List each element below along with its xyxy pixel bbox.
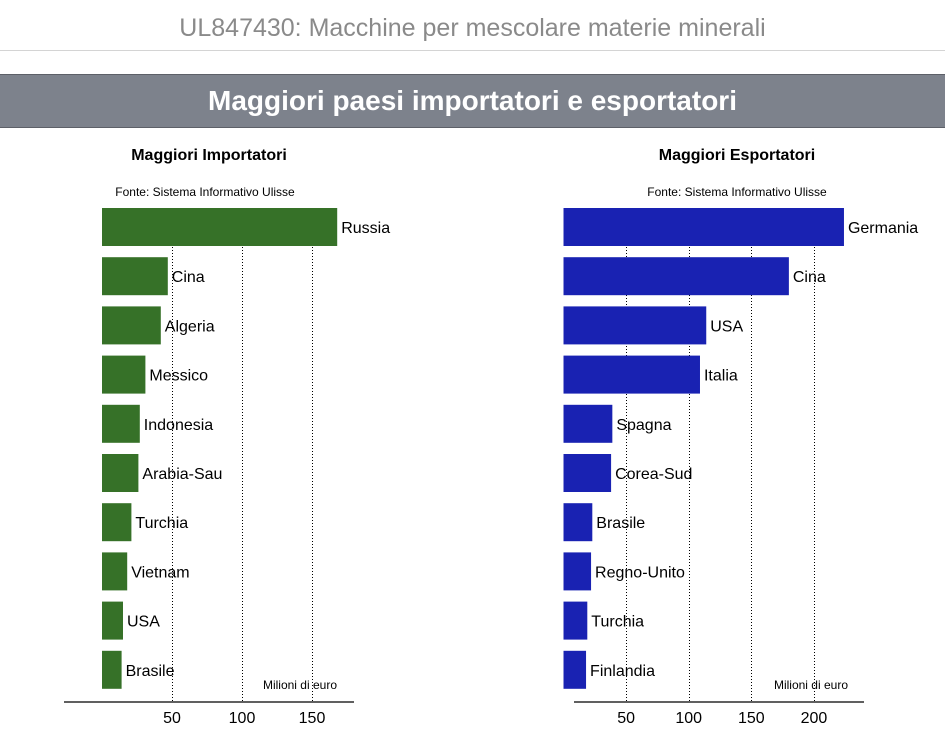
importers-bar <box>102 306 161 345</box>
importers-bar-label: Messico <box>149 368 208 385</box>
importers-bar <box>102 552 128 591</box>
importers-gridlines <box>172 208 313 701</box>
exporters-bar <box>563 257 789 296</box>
exporters-bar-label: Finlandia <box>590 663 655 680</box>
exporters-bar <box>563 601 588 640</box>
exporters-chart: Maggiori Esportatori Fonte: Sistema Info… <box>563 147 918 727</box>
exporters-bar <box>563 454 612 492</box>
importers-bar <box>102 404 140 443</box>
exporters-bar <box>563 355 700 394</box>
importers-tick-label: 150 <box>299 710 326 727</box>
exporters-bars <box>563 208 844 689</box>
importers-bar-label: Cina <box>172 269 205 286</box>
importers-chart-unit: Milioni di euro <box>263 678 337 692</box>
exporters-bar-label: Germania <box>848 220 918 237</box>
importers-bars <box>102 208 338 689</box>
exporters-bar-label: Spagna <box>616 417 671 434</box>
exporters-bar <box>563 208 844 246</box>
exporters-bar-label: Cina <box>793 269 826 286</box>
importers-bar <box>102 355 146 394</box>
exporters-bar-label: Regno-Unito <box>595 564 685 581</box>
section-banner: Maggiori paesi importatori e esportatori <box>0 74 945 128</box>
importers-bar <box>102 208 338 246</box>
importers-chart-title: Maggiori Importatori <box>131 147 287 164</box>
exporters-tick-label: 150 <box>738 710 765 727</box>
importers-tick-label: 100 <box>229 710 256 727</box>
importers-tick-label: 50 <box>163 710 181 727</box>
exporters-gridlines <box>626 208 815 701</box>
importers-bar-label: Brasile <box>126 663 175 680</box>
importers-bar-label: Arabia-Sau <box>142 466 222 483</box>
exporters-tick-label: 200 <box>801 710 828 727</box>
exporters-bar <box>563 404 613 443</box>
importers-bar-label: Indonesia <box>144 417 213 434</box>
exporters-bar <box>563 306 707 345</box>
exporters-bar <box>563 552 592 591</box>
exporters-bar-label: Italia <box>704 368 738 385</box>
importers-bar-label: Algeria <box>165 318 215 335</box>
exporters-chart-unit: Milioni di euro <box>774 678 848 692</box>
importers-bar <box>102 503 132 542</box>
exporters-bar <box>563 503 593 542</box>
importers-chart: Maggiori Importatori Fonte: Sistema Info… <box>64 147 390 727</box>
exporters-bar <box>563 650 587 689</box>
exporters-chart-title: Maggiori Esportatori <box>659 147 815 164</box>
exporters-bar-label: Corea-Sud <box>615 466 692 483</box>
exporters-bar-label: Brasile <box>596 515 645 532</box>
title-divider <box>0 50 945 51</box>
importers-bar <box>102 454 139 492</box>
importers-bar-label: Vietnam <box>131 564 189 581</box>
exporters-bar-label: Turchia <box>591 614 644 631</box>
importers-bar-label: Turchia <box>135 515 188 532</box>
importers-chart-source: Fonte: Sistema Informativo Ulisse <box>115 185 295 199</box>
importers-bar <box>102 601 123 640</box>
importers-bar-label: USA <box>127 614 160 631</box>
importers-bar <box>102 650 122 689</box>
exporters-tick-label: 50 <box>617 710 635 727</box>
exporters-bar-label: USA <box>710 318 743 335</box>
exporters-tick-label: 100 <box>675 710 702 727</box>
banner-title: Maggiori paesi importatori e esportatori <box>208 85 737 116</box>
importers-bar-label: Russia <box>341 220 390 237</box>
importers-bar <box>102 257 168 296</box>
exporters-chart-source: Fonte: Sistema Informativo Ulisse <box>647 185 827 199</box>
page-title: UL847430: Macchine per mescolare materie… <box>179 14 766 42</box>
